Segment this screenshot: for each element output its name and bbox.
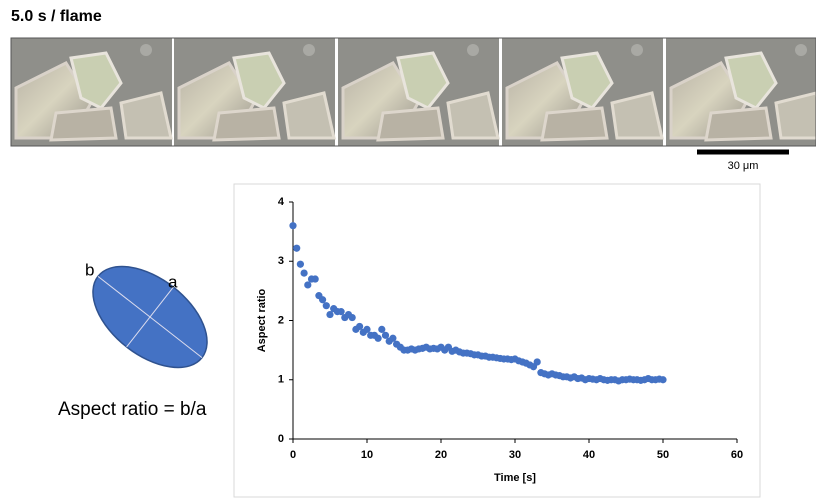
point [356,322,364,331]
point [296,260,304,268]
x-tick-label: 20 [435,449,447,461]
point [322,302,330,310]
y-tick-label: 0 [278,433,284,445]
y-axis-label: Aspect ratio [256,288,268,352]
point [289,222,297,230]
point [389,334,397,342]
formula: Aspect ratio = b/a [58,399,207,420]
x-tick-label: 10 [361,449,373,461]
x-tick-label: 0 [290,449,296,461]
strip-title: 5.0 s / flame [11,8,102,25]
point [374,334,382,342]
x-tick-label: 40 [583,449,595,461]
scale-label: 30 μm [728,160,759,172]
image-strip [9,36,816,148]
point [293,244,301,252]
point [378,325,386,333]
y-tick-label: 2 [278,314,284,326]
point [326,310,334,319]
point [300,269,308,277]
point [659,376,667,384]
y-tick-label: 4 [278,196,285,208]
point [337,308,345,316]
point [304,281,312,289]
label-b: b [85,260,94,279]
point [348,313,356,322]
y-tick-label: 3 [278,255,284,267]
point [533,358,541,366]
point [311,275,319,283]
x-axis-label: Time [s] [494,472,536,484]
ellipse-diagram [92,265,208,369]
y-tick-label: 1 [278,374,284,386]
point [381,331,390,339]
x-tick-label: 30 [509,449,521,461]
x-tick-label: 60 [731,449,743,461]
point [363,325,371,333]
label-a: a [168,272,178,291]
chart-frame [233,183,761,498]
x-tick-label: 50 [657,449,669,461]
point [319,296,327,304]
